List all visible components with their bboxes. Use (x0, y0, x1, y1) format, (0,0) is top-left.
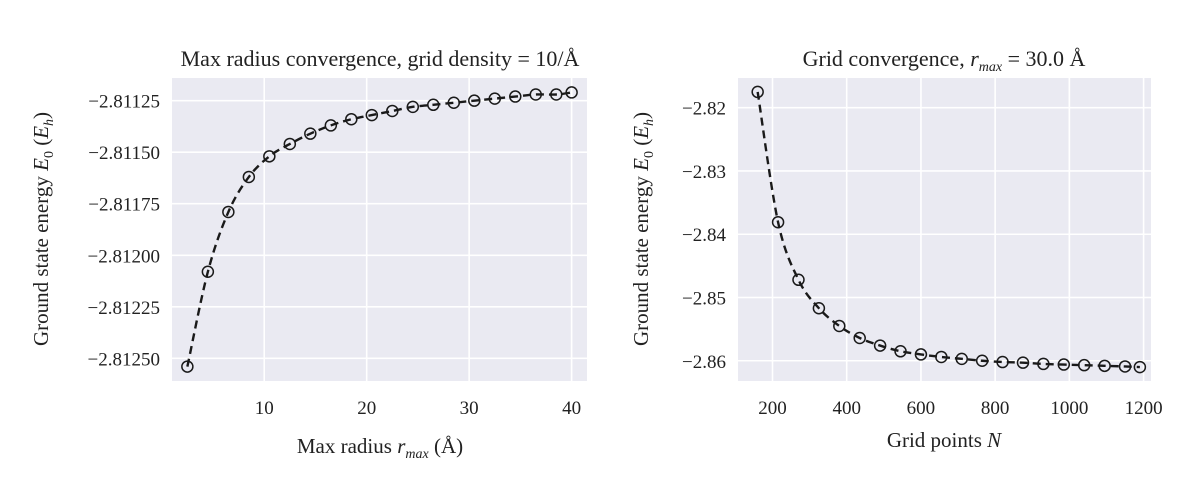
y-tick-label: −2.82 (682, 99, 726, 120)
y-tick-label: −2.81225 (88, 298, 160, 319)
chart-title: Grid convergence, rmax = 30.0 Å (803, 46, 1086, 75)
y-tick-label: −2.83 (682, 162, 726, 183)
data-point (975, 354, 989, 368)
data-point (488, 92, 502, 105)
data-point (955, 352, 969, 366)
data-point (406, 100, 420, 114)
data-point (242, 170, 256, 184)
series-markers (181, 86, 578, 373)
data-point (447, 96, 461, 109)
data-point (365, 108, 379, 122)
data-point (996, 355, 1009, 369)
data-point (771, 215, 785, 229)
y-tick-labels: −2.81250 −2.81225 −2.81200 −2.81175 −2.81150… (88, 92, 160, 371)
y-tick-label: −2.81175 (88, 195, 160, 216)
data-point (833, 319, 846, 333)
data-point (812, 302, 826, 315)
data-point (468, 94, 481, 107)
x-axis-label: Grid points N (887, 428, 1002, 452)
data-point (427, 98, 440, 112)
data-point (894, 345, 907, 358)
y-tick-label: −2.81150 (88, 143, 160, 164)
y-tick-label: −2.85 (682, 289, 726, 310)
y-tick-labels: −2.86 −2.85 −2.84 −2.83 −2.82 (682, 99, 726, 373)
series-line (186, 91, 572, 367)
data-point (1037, 357, 1050, 371)
y-tick-label: −2.81125 (88, 92, 160, 113)
chart-max-radius-convergence: 10 20 30 40 −2.81250 −2.81225 −2.81200 −2.8117… (29, 46, 587, 462)
gridlines (738, 78, 1151, 381)
x-tick-label: 1000 (1050, 398, 1088, 419)
data-point (283, 137, 297, 151)
y-axis-label: Ground state energy E0 (Eh) (29, 112, 57, 346)
angstrom-symbol: Å (563, 46, 579, 71)
x-tick-labels: 200 400 600 800 1000 1200 (758, 398, 1162, 419)
plot-area (738, 78, 1151, 381)
x-tick-label: 40 (562, 398, 581, 419)
data-point (1098, 359, 1111, 373)
data-point (181, 360, 194, 373)
data-point (304, 127, 317, 140)
data-point (914, 348, 928, 361)
y-axis-label: Ground state energy E0 (Eh) (629, 112, 657, 346)
data-point (792, 273, 805, 287)
data-point (263, 150, 276, 163)
data-point (222, 205, 235, 219)
data-point (853, 331, 866, 345)
data-point (529, 88, 543, 101)
y-tick-label: −2.84 (682, 225, 726, 246)
data-point (751, 85, 764, 99)
data-point (1133, 360, 1147, 374)
x-tick-label: 400 (832, 398, 861, 419)
x-tick-label: 10 (255, 398, 274, 419)
x-tick-label: 1200 (1125, 398, 1163, 419)
y-tick-label: −2.81250 (88, 349, 160, 370)
data-point (201, 265, 215, 279)
data-point (509, 90, 522, 103)
y-tick-label: −2.81200 (88, 246, 160, 267)
series-markers (751, 85, 1147, 374)
data-point (550, 88, 563, 101)
data-point (873, 339, 887, 352)
data-point (1057, 358, 1071, 371)
y-tick-label: −2.86 (682, 352, 726, 373)
x-tick-label: 200 (758, 398, 787, 419)
chart-grid-convergence: 200 400 600 800 1000 1200 −2.86−2.85−2.84−2.8… (629, 46, 1163, 452)
data-point (565, 86, 578, 99)
x-tick-label: 30 (460, 398, 479, 419)
data-point (324, 119, 338, 132)
x-tick-label: 20 (357, 398, 376, 419)
data-point (1016, 356, 1030, 369)
x-axis-label: Max radius rmax (Å) (297, 434, 463, 462)
data-point (1118, 360, 1132, 373)
data-point (386, 104, 399, 118)
data-point (345, 112, 358, 126)
chart-title: Max radius convergence, grid density = 1… (181, 46, 580, 71)
data-point (1077, 358, 1091, 372)
x-tick-label: 800 (981, 398, 1010, 419)
data-point (935, 350, 948, 364)
x-tick-label: 600 (907, 398, 936, 419)
plot-area (172, 78, 587, 381)
x-tick-labels: 10 20 30 40 (255, 398, 581, 419)
